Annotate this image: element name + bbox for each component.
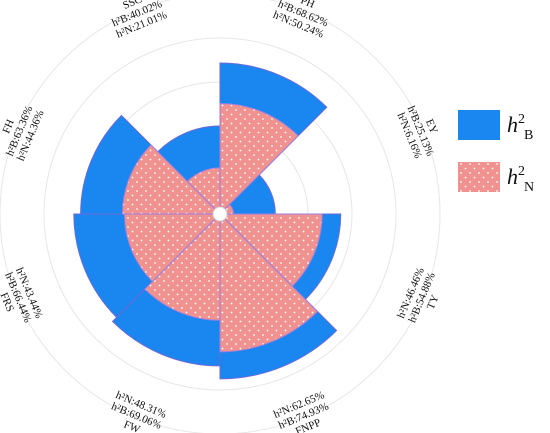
- bar-n-fh: [121, 144, 222, 215]
- bar-n-ph: [219, 102, 299, 216]
- legend-swatch-n: [458, 162, 500, 192]
- bar-n-frs: [123, 213, 222, 283]
- label-trait: TY: [425, 293, 442, 311]
- label-frs: h²N:43.44%h²B:66.44%FRS: [0, 266, 45, 325]
- label-ty: h²N:46.46%h²B:54.88%TY: [395, 266, 442, 325]
- label-fw: h²N:48.31%h²B:69.06%FW: [109, 389, 168, 433]
- grid-ring: [0, 0, 441, 433]
- label-trait: PH: [299, 0, 317, 11]
- label-fnpp: h²N:62.65%h²B:74.93%FNPP: [272, 389, 331, 433]
- center-hole: [212, 206, 228, 222]
- label-trait: EY: [423, 117, 440, 135]
- label-trait: SSC: [121, 0, 144, 12]
- label-trait: FH: [0, 118, 16, 136]
- series-narrow-sense-bars: [121, 102, 323, 353]
- bar-n-fw: [144, 212, 221, 321]
- legend-label-b: h2B: [507, 112, 533, 143]
- label-trait: FW: [122, 419, 142, 433]
- bar-n-fnpp: [219, 212, 319, 353]
- legend-label-n: h2N: [507, 164, 534, 195]
- legend-swatch-b: [458, 110, 500, 140]
- legend: h2B h2N: [458, 110, 534, 195]
- bar-n-ty: [218, 213, 323, 287]
- bar-n-ssc: [186, 167, 221, 216]
- grid-ring: [43, 37, 397, 391]
